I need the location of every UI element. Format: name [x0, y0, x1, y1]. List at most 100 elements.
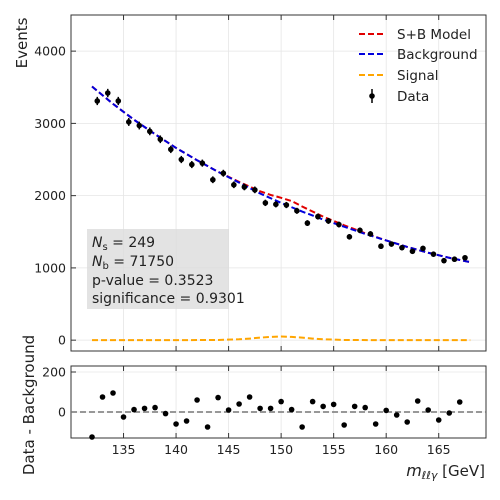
data-point	[346, 234, 353, 240]
legend-label-data: Data	[397, 89, 429, 105]
data-point	[367, 231, 374, 237]
main-y-tick-label: 2000	[34, 188, 66, 203]
data-point	[336, 221, 342, 228]
data-point	[146, 128, 153, 135]
residual-point	[152, 404, 158, 411]
data-point	[304, 220, 311, 226]
data-point	[409, 248, 416, 255]
residual-point	[425, 407, 432, 413]
stats-nb-subscript: b	[102, 261, 108, 272]
data-point	[388, 241, 395, 247]
residual-point	[99, 394, 106, 400]
residual-point	[446, 410, 453, 416]
residual-point	[120, 414, 127, 420]
x-axis-label-unit: [GeV]	[437, 462, 485, 480]
residual-panel: 0 200 135 140 145 150 155 160 165 Data - Backgr…	[20, 335, 487, 482]
stats-box-background	[87, 229, 229, 309]
data-point	[462, 254, 468, 261]
main-plot-frame	[70, 14, 487, 352]
residual-x-tick-label: 145	[217, 442, 241, 457]
data-point	[262, 200, 269, 206]
residual-plot-frame	[70, 365, 487, 439]
residual-x-tick-label: 135	[112, 442, 136, 457]
x-axis-label: mℓℓγ [GeV]	[406, 461, 485, 482]
stats-ns: Ns = 249	[92, 235, 155, 253]
stats-lines: Nb = 71750 p-value = 0.3523 significance…	[92, 254, 245, 307]
residual-point	[141, 405, 148, 412]
stats-ns-value: = 249	[108, 235, 155, 251]
legend-label-background: Background	[397, 47, 478, 63]
residual-y-tick-label: 200	[42, 365, 66, 380]
residual-point	[204, 424, 211, 430]
residual-point	[393, 412, 400, 418]
data-point	[125, 119, 132, 125]
residual-point	[89, 434, 95, 440]
residual-point	[288, 406, 295, 413]
residual-x-tick-label: 165	[427, 442, 451, 457]
main-y-tick-label: 1000	[34, 260, 66, 275]
residual-x-tick-label: 160	[374, 442, 398, 457]
data-point	[115, 98, 122, 104]
stats-box: Ns = 249	[87, 229, 229, 309]
main-y-ticks: 0 1000 2000 3000 4000	[34, 44, 76, 348]
main-y-tick-label: 3000	[34, 116, 66, 131]
data-point	[189, 161, 195, 168]
data-point	[210, 176, 216, 183]
stats-nb-value: = 71750	[109, 254, 174, 270]
legend-swatch-data-marker	[369, 93, 375, 99]
residual-point	[414, 398, 421, 404]
legend: S+B Model Background Signal Data	[359, 27, 478, 105]
main-panel: 0 1000 2000 3000 4000 Events Ns = 249 Nb = 7…	[13, 14, 487, 352]
residual-point	[278, 398, 284, 405]
residual-point	[435, 417, 442, 423]
main-y-tick-label: 4000	[34, 44, 66, 59]
data-point	[252, 187, 258, 193]
data-point	[441, 257, 447, 264]
data-point	[94, 98, 101, 104]
legend-label-sb-model: S+B Model	[397, 27, 471, 43]
residual-point	[173, 421, 179, 427]
data-point	[241, 184, 248, 190]
data-point	[157, 136, 164, 143]
data-point	[357, 227, 363, 234]
data-point	[178, 156, 185, 163]
series-line-signal	[92, 335, 471, 342]
data-point	[294, 208, 300, 214]
residual-point	[309, 398, 316, 405]
residual-x-tick-label: 150	[269, 442, 293, 457]
stats-nb-symbol: N	[92, 254, 103, 270]
main-y-tick-label: 0	[58, 333, 66, 348]
residual-point	[456, 399, 463, 405]
residual-point	[162, 410, 169, 417]
x-axis-label-subscript: ℓℓγ	[421, 469, 438, 482]
residual-point	[131, 406, 137, 413]
data-point	[378, 243, 384, 250]
data-point	[220, 170, 227, 177]
residual-point	[372, 421, 379, 427]
data-point	[104, 90, 111, 96]
data-point	[451, 256, 458, 263]
main-x-ticks	[123, 15, 440, 351]
data-point	[420, 245, 426, 252]
residual-point	[320, 403, 326, 410]
data-point	[168, 146, 174, 153]
stats-ns-symbol: N	[92, 235, 103, 251]
legend-label-signal: Signal	[397, 68, 438, 84]
residual-point	[236, 401, 242, 407]
residual-y-axis-label: Data - Background	[20, 335, 38, 475]
main-y-axis-label: Events	[13, 17, 31, 68]
data-point	[273, 201, 279, 208]
residual-point	[257, 405, 263, 412]
x-axis-label-symbol: m	[406, 461, 422, 480]
stats-significance: significance = 0.9301	[92, 291, 245, 307]
residual-point	[404, 419, 411, 425]
series-line-background	[91, 85, 471, 264]
residual-point	[330, 401, 337, 408]
data-point	[283, 202, 290, 208]
data-point	[399, 244, 405, 251]
residual-point	[362, 404, 368, 411]
residual-point	[351, 403, 358, 410]
residual-point	[183, 418, 190, 424]
residual-point	[246, 394, 253, 400]
